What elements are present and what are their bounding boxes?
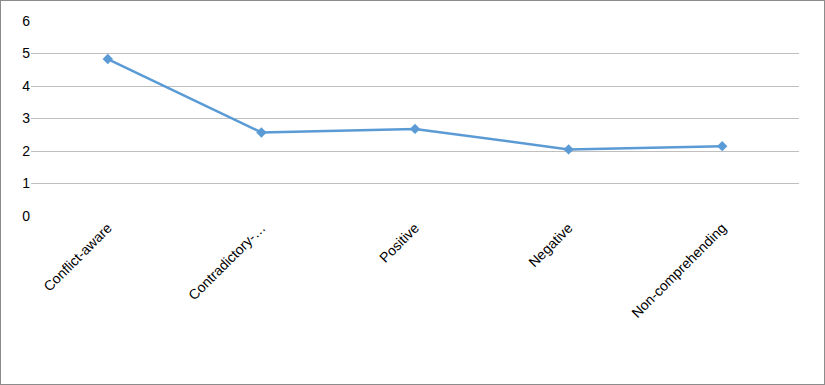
svg-text:Positive: Positive <box>376 220 422 266</box>
svg-text:4: 4 <box>22 78 30 94</box>
svg-text:Conflict-aware: Conflict-aware <box>40 220 115 295</box>
svg-text:0: 0 <box>22 208 30 224</box>
svg-text:Non-comprehending: Non-comprehending <box>628 220 729 321</box>
svg-text:3: 3 <box>22 110 30 126</box>
svg-text:6: 6 <box>22 13 30 29</box>
svg-text:2: 2 <box>22 143 30 159</box>
svg-text:Negative: Negative <box>525 220 576 271</box>
svg-text:5: 5 <box>22 45 30 61</box>
svg-text:Contradictory-…: Contradictory-… <box>185 220 268 303</box>
svg-text:1: 1 <box>22 175 30 191</box>
